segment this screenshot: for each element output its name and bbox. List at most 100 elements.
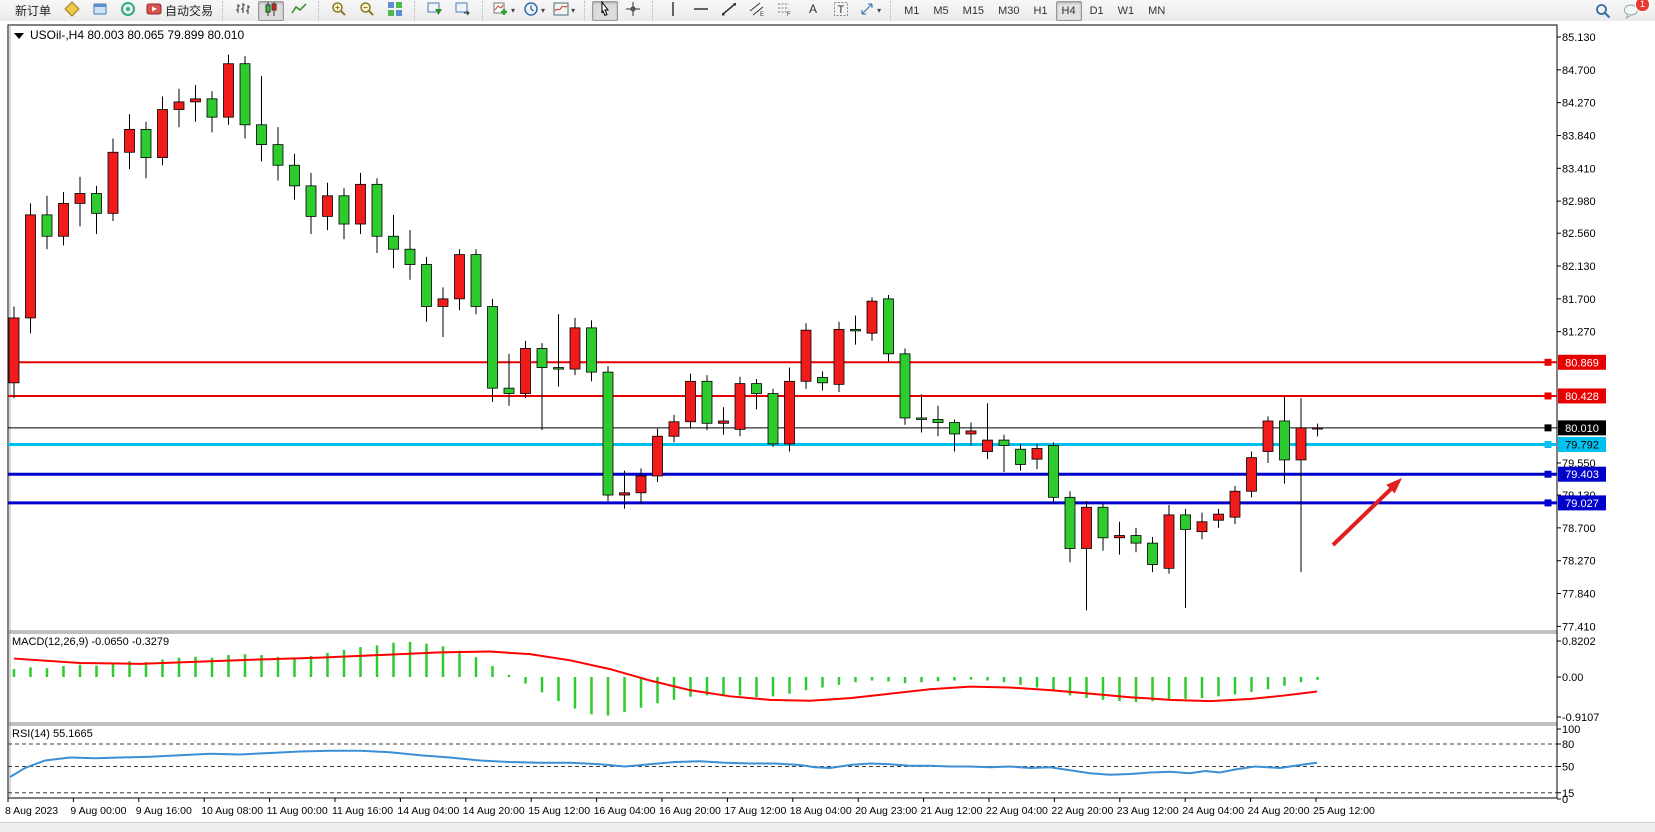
time-tick-label: 25 Aug 12:00 — [1313, 805, 1375, 817]
candle-body — [1114, 535, 1125, 539]
profiles-icon[interactable] — [87, 1, 113, 21]
timeframe-d1[interactable]: D1 — [1089, 4, 1104, 17]
dropdown-caret-icon[interactable]: ▾ — [511, 6, 516, 15]
candle-body — [1163, 514, 1175, 569]
candle-body — [1130, 535, 1142, 544]
trendline-icon[interactable] — [716, 1, 742, 21]
tile-windows-icon — [387, 1, 403, 20]
trend-arrow-head[interactable] — [1386, 478, 1402, 494]
text-label-icon[interactable]: T — [828, 1, 854, 21]
horizontal-line-icon[interactable] — [688, 1, 714, 21]
price-badge-label: 80.869 — [1565, 357, 1599, 369]
time-tick-label: 10 Aug 08:00 — [201, 805, 263, 817]
level-line-handle[interactable] — [1544, 392, 1552, 400]
vertical-line-icon — [665, 1, 681, 20]
chart-area[interactable]: 85.130 84.700 84.270 83.840 83.410 82.980 82.5… — [0, 21, 1655, 822]
toolbar-group-objects: ▾ ▾ ▾ — [482, 0, 582, 21]
dropdown-caret-icon[interactable]: ▾ — [541, 6, 546, 15]
period-icon[interactable]: ▾ — [520, 1, 548, 21]
timeframe-h1[interactable]: H1 — [1033, 4, 1048, 17]
candle-body — [1213, 513, 1224, 521]
new-chart-icon[interactable] — [59, 1, 85, 21]
candle-body — [569, 327, 581, 370]
candle-body — [899, 353, 911, 419]
line-chart-icon[interactable] — [286, 1, 312, 21]
alerts-icon[interactable] — [115, 1, 141, 21]
trend-arrow[interactable] — [1331, 485, 1395, 547]
chat-icon[interactable]: 1 — [1618, 0, 1650, 21]
candle-body — [536, 348, 548, 368]
zoom-out-icon[interactable] — [354, 1, 380, 21]
candle-body — [949, 422, 960, 435]
auto-trading-button — [146, 1, 162, 20]
candle-body — [8, 317, 20, 384]
auto-trading-button[interactable]: 自动交易 — [143, 1, 216, 21]
template-icon — [553, 1, 569, 20]
timeframe-m1[interactable]: M1 — [904, 4, 920, 17]
timeframe-h4[interactable]: H4 — [1055, 0, 1082, 21]
candle-body — [190, 98, 201, 103]
level-line-handle[interactable] — [1544, 470, 1552, 478]
rsi-tick-label: 15 — [1562, 788, 1574, 800]
dropdown-caret-icon[interactable]: ▾ — [571, 6, 576, 15]
candle-body — [1147, 542, 1158, 565]
auto-arrange-icon[interactable] — [422, 1, 448, 21]
candle-body — [965, 430, 977, 435]
level-line-handle[interactable] — [1544, 441, 1552, 449]
vertical-line-icon[interactable] — [660, 1, 686, 21]
cursor-icon[interactable] — [592, 0, 619, 21]
add-indicator-icon[interactable]: ▾ — [490, 1, 518, 21]
zoom-out-icon — [359, 1, 375, 20]
level-line-handle[interactable] — [1544, 424, 1552, 432]
trendline-icon — [721, 1, 737, 20]
zoom-in-icon[interactable] — [326, 1, 352, 21]
dropdown-caret-icon[interactable]: ▾ — [877, 6, 882, 15]
level-line-handle[interactable] — [1544, 499, 1552, 507]
candle-body — [107, 151, 119, 214]
tile-windows-icon[interactable] — [382, 1, 408, 21]
candle-body — [701, 380, 713, 424]
candle-body — [404, 248, 416, 265]
candle-body — [388, 235, 399, 250]
chart-shift-icon[interactable] — [450, 1, 476, 21]
equidistant-channel-icon[interactable]: E — [744, 1, 770, 21]
candle-body — [602, 371, 614, 496]
candle-body — [1229, 490, 1241, 518]
template-icon[interactable]: ▾ — [550, 1, 578, 21]
candle-body — [817, 377, 828, 384]
time-tick-label: 23 Aug 12:00 — [1117, 805, 1179, 817]
rsi-line — [9, 749, 1318, 778]
timeframe-m5[interactable]: M5 — [933, 4, 949, 17]
candle-body — [503, 387, 515, 394]
level-line-handle[interactable] — [1544, 358, 1552, 366]
chart-menu-triangle-icon[interactable] — [14, 33, 24, 39]
new-order-button[interactable]: 新订单 — [15, 4, 52, 18]
fibonacci-icon[interactable]: F — [772, 1, 798, 21]
timeframe-mn[interactable]: MN — [1148, 4, 1166, 17]
candle-body — [718, 420, 729, 424]
arrows-icon[interactable]: ▾ — [856, 1, 884, 21]
candle-body — [520, 348, 531, 394]
candle-body — [982, 439, 993, 452]
crosshair-icon[interactable] — [620, 1, 646, 21]
time-tick-label: 16 Aug 20:00 — [659, 805, 721, 817]
toolbar-right: 1 — [1589, 0, 1655, 21]
macd-tick-label: 0.8202 — [1562, 636, 1596, 648]
chart-shift-icon — [455, 1, 471, 20]
text-icon[interactable]: A — [800, 1, 826, 21]
candle-body — [1097, 506, 1109, 539]
candlestick-chart-icon[interactable] — [258, 0, 285, 21]
ohlc-values: 80.003 80.065 79.899 80.010 — [87, 28, 244, 42]
price-badge-label: 79.792 — [1565, 440, 1599, 452]
fibonacci-icon: F — [777, 1, 793, 20]
search-icon[interactable] — [1590, 1, 1616, 21]
bar-chart-icon[interactable] — [230, 1, 256, 21]
price-badge-label: 80.010 — [1565, 423, 1599, 435]
time-tick-label: 9 Aug 00:00 — [70, 805, 126, 817]
time-tick-label: 15 Aug 12:00 — [528, 805, 590, 817]
timeframe-m15[interactable]: M15 — [962, 4, 985, 17]
timeframe-m30[interactable]: M30 — [998, 4, 1020, 17]
candle-body — [685, 380, 696, 423]
line-chart-icon — [291, 1, 307, 20]
timeframe-w1[interactable]: W1 — [1117, 4, 1135, 17]
